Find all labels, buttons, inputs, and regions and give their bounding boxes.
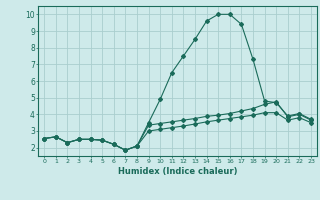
X-axis label: Humidex (Indice chaleur): Humidex (Indice chaleur) — [118, 167, 237, 176]
